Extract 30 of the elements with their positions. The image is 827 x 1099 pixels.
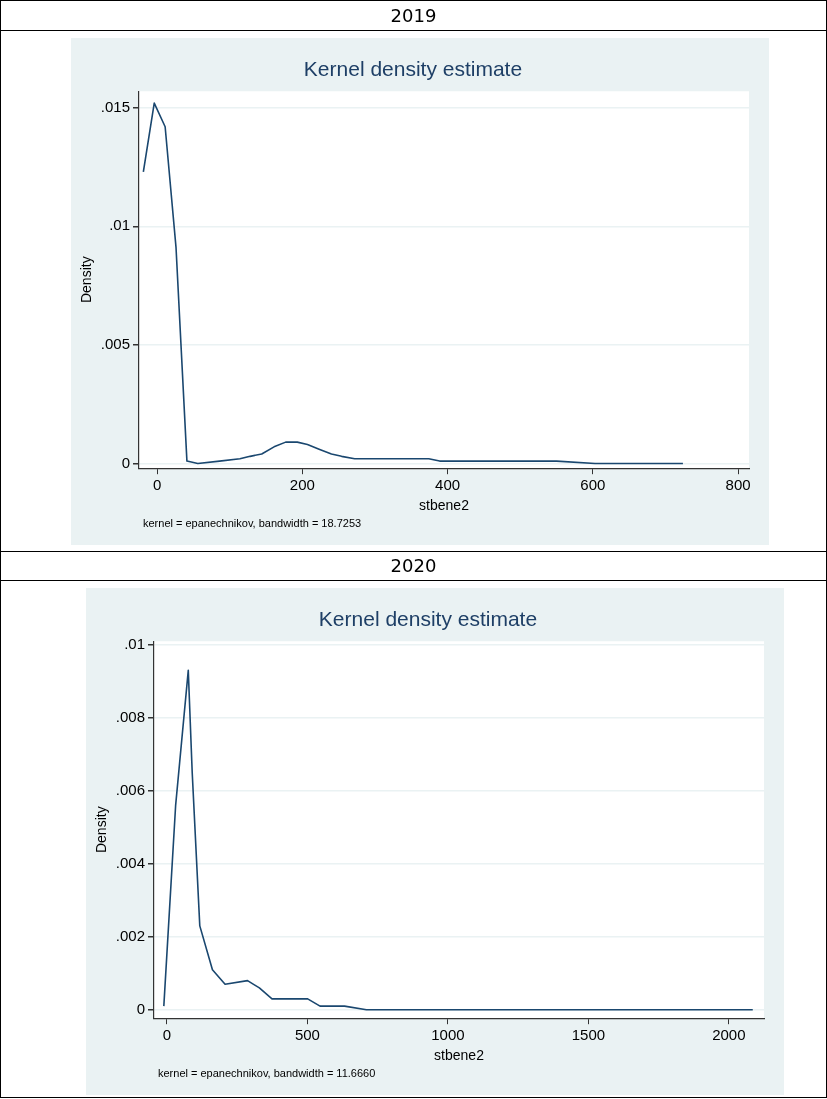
y-tick-label: .002 xyxy=(115,926,145,944)
x-axis-title: stbene2 xyxy=(419,497,470,514)
x-tick-label: 400 xyxy=(435,476,461,494)
chart-title: Kernel density estimate xyxy=(303,57,523,81)
chart-title: Kernel density estimate xyxy=(318,607,538,631)
x-tick-label: 0 xyxy=(152,476,162,494)
y-tick-label: .005 xyxy=(100,335,130,353)
x-tick-label: 2000 xyxy=(712,1026,746,1044)
y-axis-title: Density xyxy=(93,806,110,854)
x-tick-label: 0 xyxy=(162,1026,172,1044)
y-tick-label: 0 xyxy=(121,453,130,471)
y-axis-title: Density xyxy=(78,256,95,304)
x-tick-label: 200 xyxy=(289,476,315,494)
y-tick-label: .004 xyxy=(115,853,145,871)
x-axis-title: stbene2 xyxy=(434,1047,485,1064)
text: kernel = epanechnikov, bandwidth = 11.6660 xyxy=(158,1066,376,1079)
y-tick-label: .015 xyxy=(100,97,130,115)
y-tick-label: .008 xyxy=(115,707,145,725)
x-tick-label: 500 xyxy=(294,1026,320,1044)
chart-subtitle: 2020 xyxy=(1,551,826,581)
x-tick-label: 1000 xyxy=(431,1026,465,1044)
x-tick-label: 600 xyxy=(580,476,606,494)
y-tick-label: 0 xyxy=(136,999,145,1017)
y-tick-label: .01 xyxy=(109,216,130,234)
y-tick-label: .01 xyxy=(124,634,145,652)
x-tick-label: 1500 xyxy=(571,1026,606,1044)
chart-subtitle: 2019 xyxy=(1,1,826,31)
y-tick-label: .006 xyxy=(115,780,145,798)
text: kernel = epanechnikov, bandwidth = 18.7253 xyxy=(143,516,362,529)
x-tick-label: 800 xyxy=(725,476,751,494)
